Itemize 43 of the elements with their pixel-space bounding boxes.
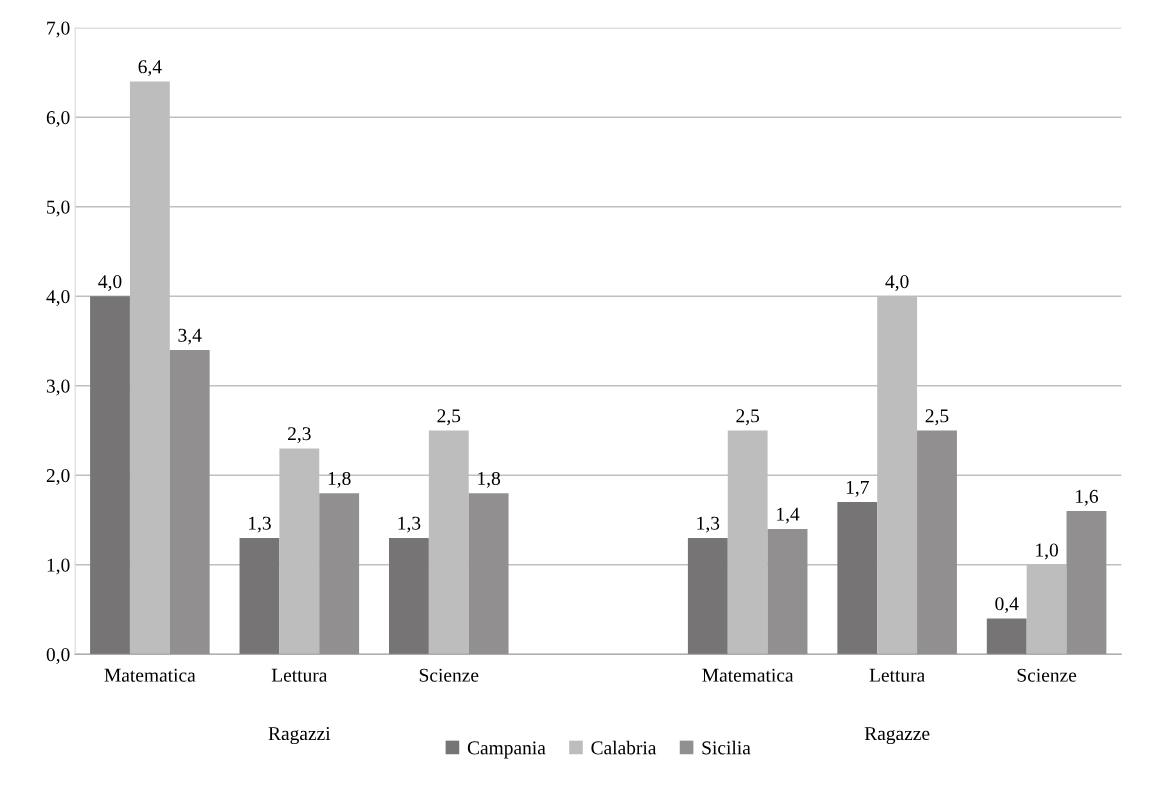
y-tick-label: 1,0 [47, 558, 70, 575]
x-tick-label: Scienze [419, 668, 479, 682]
y-tick-label: 2,0 [46, 469, 70, 485]
bar [986, 618, 1027, 655]
y-tick-label: 3,0 [46, 379, 70, 396]
legend-label: Sicilia [702, 740, 751, 755]
y-tick-label: 4,0 [46, 290, 70, 306]
data-label: 2,5 [736, 409, 760, 426]
bar [687, 537, 728, 655]
data-label: 1,3 [249, 516, 271, 533]
x-tick-label: Scienze [1017, 668, 1077, 682]
data-label: 1,8 [328, 471, 351, 488]
bar [90, 296, 130, 655]
data-label: 6,4 [138, 60, 162, 77]
bar [239, 537, 280, 655]
data-label: 1,3 [697, 516, 720, 533]
text: Ragazze [864, 727, 930, 745]
data-label: 1,6 [1076, 489, 1099, 506]
bar [388, 537, 429, 655]
data-label: 1,7 [846, 480, 869, 497]
data-label: 3,4 [178, 328, 202, 345]
data-label: 2,5 [925, 409, 949, 426]
bar [837, 502, 878, 655]
data-label: 2,3 [288, 427, 311, 444]
text: Ragazzi [268, 727, 331, 745]
y-tick-label: 7,0 [47, 21, 70, 38]
x-tick-label: Matematica [104, 668, 196, 682]
data-label: 1,8 [478, 471, 501, 488]
data-label: 4,0 [885, 275, 909, 291]
y-tick-label: 5,0 [47, 200, 70, 217]
y-tick-label: 0,0 [46, 648, 70, 664]
legend-label: Campania [467, 741, 546, 759]
x-tick-label: Lettura [869, 668, 925, 682]
data-label: 4,0 [98, 275, 122, 291]
x-tick-label: Lettura [271, 668, 328, 682]
x-tick-label: Matematica [702, 668, 794, 682]
legend-label: Calabria [591, 740, 657, 755]
y-tick-label: 6,0 [46, 111, 70, 127]
data-label: 1,4 [777, 507, 800, 524]
data-label: 1,3 [398, 516, 421, 533]
data-label: 0,4 [995, 597, 1019, 614]
data-label: 2,5 [437, 409, 461, 426]
data-label: 1,0 [1036, 543, 1058, 560]
